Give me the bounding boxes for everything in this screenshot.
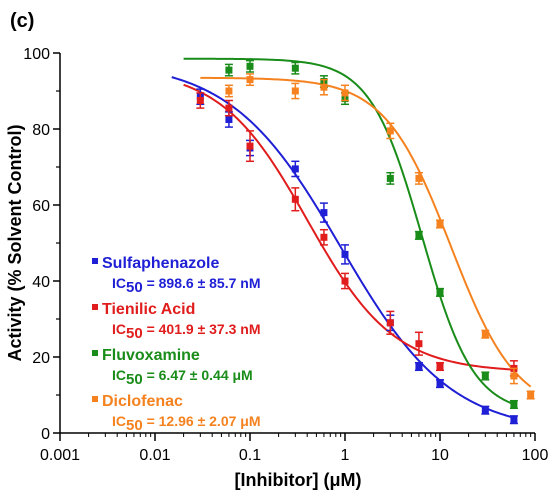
data-point-tienilic-acid (415, 340, 423, 348)
data-point-sulfaphenazole (225, 116, 233, 123)
data-point-diclofenac (510, 372, 518, 380)
legend-ic50-diclofenac: IC50 = 12.96 ± 2.07 μM (112, 413, 261, 434)
panel-label: (c) (10, 10, 34, 32)
data-point-sulfaphenazole (291, 165, 299, 173)
data-point-diclofenac (225, 87, 233, 95)
y-tick-label: 60 (32, 198, 50, 215)
data-point-diclofenac (291, 87, 299, 95)
data-point-fluvoxamine (246, 62, 254, 70)
legend-name-sulfaphenazole: Sulfaphenazole (102, 255, 219, 272)
data-point-tienilic-acid (225, 104, 233, 112)
data-point-diclofenac (386, 127, 394, 135)
data-point-sulfaphenazole (436, 380, 444, 388)
legend-ic50-sulfaphenazole: IC50 = 898.6 ± 85.7 nM (112, 275, 261, 296)
data-point-diclofenac (527, 391, 535, 399)
legend-name-tienilic-acid: Tienilic Acid (102, 301, 195, 318)
data-point-fluvoxamine (291, 64, 299, 72)
y-tick-label: 100 (23, 46, 50, 63)
data-point-tienilic-acid (291, 195, 299, 203)
legend: Sulfaphenazole IC50 = 898.6 ± 85.7 nM Tien… (92, 255, 261, 434)
legend-marker-tienilic-acid (92, 304, 98, 310)
fit-curve-fluvoxamine (183, 57, 515, 406)
y-tick-label: 0 (41, 426, 50, 443)
data-point-tienilic-acid (341, 277, 349, 285)
fit-curve-tienilic-acid (183, 83, 514, 371)
data-point-fluvoxamine (436, 288, 444, 296)
x-tick-label: 0.1 (239, 447, 261, 464)
data-point-tienilic-acid (246, 142, 254, 150)
data-point-diclofenac (341, 89, 349, 97)
x-tick-label: 1 (341, 447, 350, 464)
data-point-diclofenac (436, 220, 444, 228)
legend-name-diclofenac: Diclofenac (102, 393, 183, 410)
data-point-tienilic-acid (320, 233, 328, 241)
data-point-diclofenac (481, 330, 489, 338)
data-point-fluvoxamine (386, 174, 394, 182)
legend-ic50-tienilic-acid: IC50 = 401.9 ± 37.3 nM (112, 321, 261, 342)
data-point-tienilic-acid (436, 363, 444, 370)
y-axis: 0 20 40 60 80 100 (23, 46, 61, 443)
data-point-fluvoxamine (415, 231, 423, 239)
x-tick-label: 0.01 (139, 447, 170, 464)
y-tick-label: 80 (32, 122, 50, 139)
legend-marker-diclofenac (92, 396, 98, 402)
data-point-tienilic-acid (196, 97, 204, 104)
fit-curve-diclofenac (200, 76, 532, 388)
x-axis: 0.001 0.01 0.1 1 10 100 (40, 432, 549, 464)
data-point-sulfaphenazole (510, 416, 518, 424)
data-point-diclofenac (320, 83, 328, 91)
legend-name-fluvoxamine: Fluvoxamine (102, 347, 200, 364)
data-point-sulfaphenazole (320, 209, 328, 217)
legend-ic50-fluvoxamine: IC50 = 6.47 ± 0.44 μM (112, 367, 253, 388)
data-point-fluvoxamine (510, 401, 518, 408)
data-point-sulfaphenazole (415, 363, 423, 370)
data-point-fluvoxamine (225, 66, 233, 74)
legend-marker-sulfaphenazole (92, 258, 98, 264)
legend-marker-fluvoxamine (92, 350, 98, 356)
y-tick-label: 40 (32, 274, 50, 291)
data-point-sulfaphenazole (341, 250, 349, 258)
data-point-sulfaphenazole (481, 406, 489, 414)
x-tick-label: 0.001 (40, 447, 80, 464)
data-point-diclofenac (246, 76, 254, 84)
y-axis-label: Activity (% Solvent Control) (5, 124, 25, 361)
x-axis-label: [Inhibitor] (μM) (235, 470, 362, 490)
x-tick-label: 10 (431, 447, 449, 464)
x-tick-label: 100 (522, 447, 549, 464)
y-tick-label: 20 (32, 350, 50, 367)
data-point-fluvoxamine (481, 372, 489, 380)
data-point-diclofenac (415, 174, 423, 182)
data-point-tienilic-acid (386, 319, 394, 327)
